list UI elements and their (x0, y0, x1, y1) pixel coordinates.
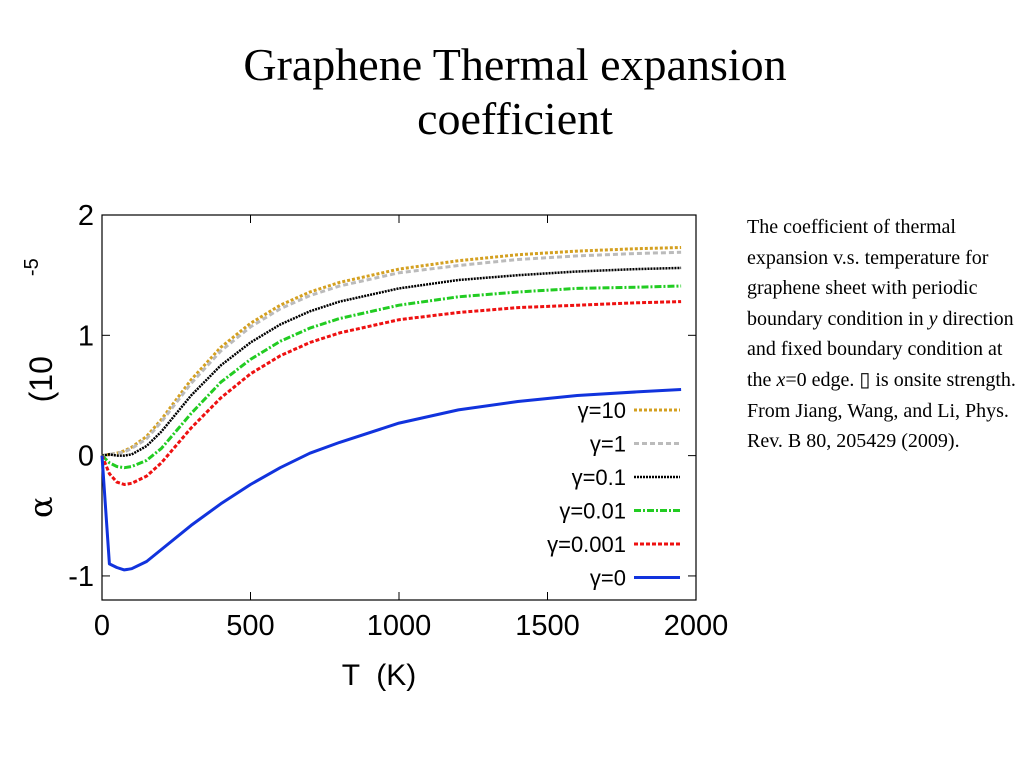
legend-label: γ=0 (590, 566, 626, 591)
slide-title-line1: Graphene Thermal expansion (243, 39, 787, 90)
slide-title: Graphene Thermal expansion coefficient (150, 38, 880, 146)
slide-title-line2: coefficient (417, 93, 613, 144)
legend-label: γ=10 (578, 398, 626, 423)
series-layer (100, 246, 682, 572)
x-tick-label: 1000 (367, 610, 432, 642)
series-line-gamma-0 (100, 388, 682, 572)
series-line-gamma-0p1 (101, 266, 682, 457)
y-tick-label: 1 (78, 320, 94, 352)
y-axis-label: α (10 -5 K -1 ) (9, 59, 60, 598)
caption-part1: The coefficient of thermal expansion v.s… (747, 216, 989, 330)
x-tick-label: 1500 (515, 610, 580, 642)
caption-part3: =0 edge. ▯ is onsite strength. From Jian… (747, 368, 1016, 453)
y-tick-label: 0 (78, 441, 94, 473)
legend-label: γ=0.1 (572, 465, 626, 490)
legend: γ=10 γ=1 γ=0.1 γ=0.01 γ=0.001 γ=0 (547, 398, 680, 591)
x-tick-label: 0 (94, 610, 110, 642)
legend-label: γ=0.01 (559, 499, 626, 524)
legend-label: γ=1 (590, 432, 626, 457)
legend-label: γ=0.001 (547, 532, 626, 557)
svg-text:α (10 -5: α (10 -5 K -1 ) (9, 190, 60, 598)
y-label-open: (10 (23, 356, 59, 402)
y-label-exp1: -5 (21, 258, 43, 276)
caption-part2: direction and fixed boundary condition a… (747, 307, 1014, 391)
chart-container: 0 500 1000 1500 2000 -1 0 1 2 γ=10 γ=1 γ=0.1 γ=0.01… (0, 59, 740, 710)
x-tick-label: 500 (226, 610, 274, 642)
y-label-alpha: α (22, 496, 60, 518)
series-line-gamma-10 (101, 246, 682, 458)
series-line-gamma-0p001 (100, 300, 682, 486)
series-line-gamma-0p01 (100, 284, 682, 470)
y-tick-label: -1 (68, 561, 94, 593)
figure-caption: The coefficient of thermal expansion v.s… (747, 212, 1017, 457)
y-tick-label: 2 (78, 200, 94, 232)
series-line-gamma-1 (101, 250, 682, 458)
x-axis-label: T (K) (342, 659, 416, 692)
x-tick-label: 2000 (664, 610, 729, 642)
caption-y-var: y (928, 307, 938, 330)
caption-x-var: x (776, 368, 786, 391)
